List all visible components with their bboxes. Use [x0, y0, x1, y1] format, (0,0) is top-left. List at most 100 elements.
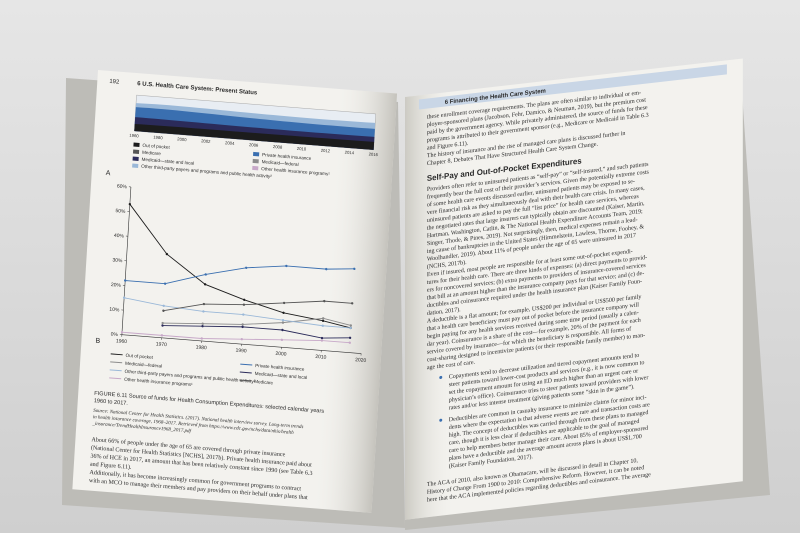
legend-swatch	[109, 369, 122, 372]
data-point	[241, 325, 244, 329]
data-point	[122, 296, 126, 299]
legend-label: Medicaid—state and local	[255, 371, 308, 380]
x-tick-label: 2020	[355, 357, 367, 364]
data-point	[165, 252, 169, 256]
y-tick-label: 10%	[109, 307, 120, 314]
legend-swatch	[239, 379, 252, 382]
data-point	[204, 273, 207, 276]
y-tick-label: 30%	[112, 257, 123, 264]
panel-label: A	[105, 170, 110, 177]
data-point	[161, 324, 164, 327]
year-label: 2012	[321, 148, 331, 154]
data-point	[243, 298, 246, 301]
legend-swatch	[253, 151, 260, 157]
y-tick-label: 20%	[111, 282, 122, 289]
gutter-shadow	[72, 70, 398, 513]
series-line	[162, 325, 351, 339]
data-point	[162, 304, 165, 308]
year-label: 2004	[225, 140, 235, 146]
legend-label: Other health insurance programs¹	[261, 166, 330, 176]
legend-swatch	[109, 377, 122, 380]
data-point	[120, 331, 124, 334]
year-label: 2002	[201, 138, 211, 144]
y-tick-label: 60%	[117, 184, 128, 191]
left-page: 192 6 U.S. Health Care System: Present St…	[72, 70, 398, 513]
data-point	[201, 322, 204, 325]
legend-swatch	[133, 142, 140, 147]
series-line	[163, 300, 353, 312]
legend-label: Private health insurance	[262, 152, 312, 161]
data-point	[242, 313, 245, 316]
year-label: 1980	[153, 135, 163, 141]
legend-label: Out of pocket	[142, 143, 170, 150]
data-point	[282, 301, 286, 305]
year-label: 2008	[273, 144, 283, 150]
data-point	[348, 336, 352, 340]
x-tick-label: 2010	[315, 354, 327, 361]
legend-swatch	[240, 363, 253, 366]
legend-swatch	[110, 361, 123, 364]
figure-a-plot	[134, 94, 377, 151]
body-line: (NCHS, 2017b).	[427, 259, 467, 271]
data-point	[201, 324, 204, 328]
data-point	[202, 302, 206, 306]
data-point	[281, 318, 285, 322]
data-point	[160, 334, 164, 337]
legend-swatch	[110, 353, 123, 356]
year-label: 2016	[369, 152, 379, 158]
data-point	[349, 324, 353, 327]
panel-label: B	[95, 338, 100, 345]
legend-label: Medicare	[254, 379, 274, 386]
body-line: and Figure 6.11).	[427, 140, 469, 152]
data-point	[241, 323, 244, 326]
data-point	[280, 338, 284, 342]
legend-label: Medicaid—state and local	[141, 157, 194, 166]
data-point	[161, 321, 164, 325]
legend-swatch	[132, 163, 139, 168]
data-point	[240, 337, 244, 341]
area-band	[134, 124, 375, 150]
data-point	[202, 310, 205, 313]
y-tick-label: 40%	[114, 233, 125, 240]
data-point	[350, 302, 354, 305]
data-point	[282, 311, 285, 314]
data-point	[322, 317, 325, 320]
legend-label: Private health insurance	[255, 363, 305, 372]
legend-swatch	[252, 165, 259, 171]
x-tick-label: 1960	[116, 338, 128, 345]
data-point	[244, 266, 248, 269]
right-page: 6 Financing the Health Care Systemthese …	[404, 58, 743, 520]
data-point	[323, 299, 326, 303]
data-point	[325, 267, 328, 271]
page-number: 192	[109, 79, 120, 86]
data-point	[320, 336, 324, 340]
y-tick-label: 0%	[110, 332, 118, 339]
data-point	[128, 202, 132, 206]
year-label: 2006	[249, 142, 259, 148]
legend-label: Other health insurance programs¹	[124, 377, 193, 387]
data-point	[242, 303, 246, 306]
data-point	[321, 324, 324, 327]
legend-label: Out of pocket	[125, 353, 153, 360]
year-label: 2014	[345, 150, 355, 156]
year-label: 1960	[129, 133, 139, 139]
legend-swatch	[252, 158, 259, 164]
data-point	[353, 267, 356, 271]
x-tick-label: 1990	[235, 348, 247, 355]
caption-line: 1960 to 2017.	[94, 398, 129, 407]
legend-label: Medicaid—federal	[262, 159, 299, 167]
year-label: 2000	[177, 136, 187, 142]
data-point	[348, 341, 351, 344]
header-band	[418, 64, 727, 110]
data-point	[285, 264, 288, 268]
data-point	[321, 319, 325, 323]
series-line	[162, 317, 351, 326]
data-point	[200, 337, 203, 340]
body-line: and Figure 6.11).	[90, 461, 133, 471]
legend-label: Medicaid—federal	[125, 361, 162, 369]
x-tick-label: 2000	[275, 351, 287, 358]
data-point	[281, 328, 284, 332]
data-point	[320, 339, 324, 342]
bullet	[439, 375, 443, 379]
